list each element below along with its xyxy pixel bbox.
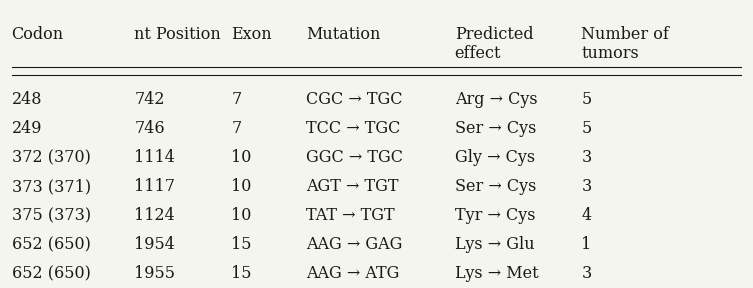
Text: 248: 248: [11, 91, 42, 108]
Text: 3: 3: [581, 178, 592, 195]
Text: 15: 15: [231, 236, 252, 253]
Text: Mutation: Mutation: [306, 26, 380, 43]
Text: 249: 249: [11, 120, 42, 137]
Text: nt Position: nt Position: [135, 26, 221, 43]
Text: 1: 1: [581, 236, 592, 253]
Text: 5: 5: [581, 91, 592, 108]
Text: Exon: Exon: [231, 26, 272, 43]
Text: Gly → Cys: Gly → Cys: [455, 149, 535, 166]
Text: 10: 10: [231, 149, 252, 166]
Text: 373 (371): 373 (371): [11, 178, 91, 195]
Text: 10: 10: [231, 207, 252, 224]
Text: 1124: 1124: [135, 207, 175, 224]
Text: Arg → Cys: Arg → Cys: [455, 91, 538, 108]
Text: 1954: 1954: [135, 236, 175, 253]
Text: Number of
tumors: Number of tumors: [581, 26, 669, 62]
Text: 5: 5: [581, 120, 592, 137]
Text: Codon: Codon: [11, 26, 64, 43]
Text: Ser → Cys: Ser → Cys: [455, 120, 536, 137]
Text: 746: 746: [135, 120, 165, 137]
Text: 1117: 1117: [135, 178, 175, 195]
Text: 4: 4: [581, 207, 591, 224]
Text: 7: 7: [231, 120, 242, 137]
Text: Lys → Met: Lys → Met: [455, 265, 538, 282]
Text: TAT → TGT: TAT → TGT: [306, 207, 395, 224]
Text: Lys → Glu: Lys → Glu: [455, 236, 535, 253]
Text: 742: 742: [135, 91, 165, 108]
Text: GGC → TGC: GGC → TGC: [306, 149, 403, 166]
Text: 652 (650): 652 (650): [11, 236, 90, 253]
Text: 652 (650): 652 (650): [11, 265, 90, 282]
Text: Tyr → Cys: Tyr → Cys: [455, 207, 535, 224]
Text: AGT → TGT: AGT → TGT: [306, 178, 398, 195]
Text: 1955: 1955: [135, 265, 175, 282]
Text: AAG → GAG: AAG → GAG: [306, 236, 402, 253]
Text: 7: 7: [231, 91, 242, 108]
Text: 3: 3: [581, 265, 592, 282]
Text: TCC → TGC: TCC → TGC: [306, 120, 400, 137]
Text: 375 (373): 375 (373): [11, 207, 91, 224]
Text: 10: 10: [231, 178, 252, 195]
Text: AAG → ATG: AAG → ATG: [306, 265, 399, 282]
Text: 15: 15: [231, 265, 252, 282]
Text: Predicted
effect: Predicted effect: [455, 26, 533, 62]
Text: Ser → Cys: Ser → Cys: [455, 178, 536, 195]
Text: 1114: 1114: [135, 149, 175, 166]
Text: 372 (370): 372 (370): [11, 149, 90, 166]
Text: 3: 3: [581, 149, 592, 166]
Text: CGC → TGC: CGC → TGC: [306, 91, 402, 108]
